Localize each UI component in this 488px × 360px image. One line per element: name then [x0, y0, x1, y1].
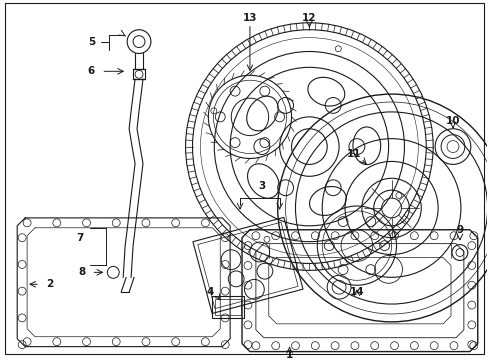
- Text: 10: 10: [445, 116, 459, 126]
- Text: 9: 9: [455, 225, 463, 235]
- Text: 2: 2: [46, 279, 53, 289]
- Text: 13: 13: [242, 13, 257, 23]
- Text: 6: 6: [88, 66, 95, 76]
- Text: 5: 5: [88, 37, 95, 46]
- Text: 12: 12: [302, 13, 316, 23]
- Text: 14: 14: [349, 287, 364, 297]
- Text: 8: 8: [78, 267, 85, 277]
- Text: 4: 4: [206, 287, 214, 297]
- Text: 1: 1: [285, 350, 293, 360]
- Text: 11: 11: [346, 149, 361, 158]
- Text: 7: 7: [76, 233, 83, 243]
- Text: 3: 3: [258, 181, 265, 191]
